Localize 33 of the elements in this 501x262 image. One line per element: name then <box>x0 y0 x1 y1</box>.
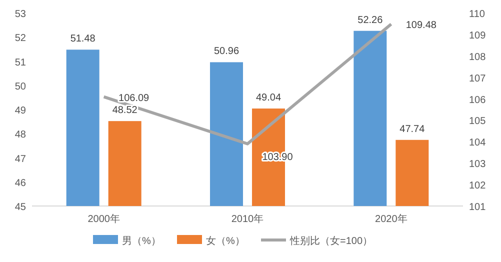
y2-tick-label: 110 <box>469 9 486 20</box>
legend-label: 男（%） <box>122 236 161 247</box>
y-tick-label: 52 <box>14 33 26 44</box>
y2-tick-label: 109 <box>469 30 486 42</box>
y-tick-label: 50 <box>14 81 26 92</box>
y2-tick-label: 101 <box>469 202 486 213</box>
data-label: 48.52 <box>112 105 138 116</box>
data-label: 50.96 <box>214 46 240 58</box>
y-tick-label: 49 <box>14 106 26 116</box>
data-label: 51.48 <box>70 34 96 45</box>
x-tick-label: 2000年 <box>88 213 120 225</box>
y-tick-label: 45 <box>14 202 26 213</box>
data-label: 47.74 <box>400 124 426 135</box>
y-tick-label: 51 <box>14 57 26 68</box>
y2-tick-label: 108 <box>469 52 486 63</box>
data-label: 52.26 <box>358 14 384 26</box>
legend-label: 女（%） <box>206 235 245 247</box>
y-tick-label: 53 <box>14 9 26 20</box>
x-tick-label: 2020年 <box>375 213 408 225</box>
y-tick-label: 47 <box>14 154 26 165</box>
data-label: 109.48 <box>406 20 437 32</box>
data-label: 49.04 <box>256 92 282 104</box>
y2-tick-label: 105 <box>469 116 486 128</box>
y-tick-label: 48 <box>14 130 26 141</box>
legend-label: 性别比（女=100） <box>289 235 373 247</box>
y2-tick-label: 102 <box>469 180 486 192</box>
y2-tick-label: 104 <box>469 138 486 149</box>
y2-tick-label: 107 <box>469 73 486 84</box>
y-tick-label: 46 <box>14 178 26 189</box>
x-tick-label: 2010年 <box>231 213 264 225</box>
y2-tick-label: 106 <box>469 94 486 106</box>
y2-tick-label: 103 <box>469 159 486 170</box>
data-label: 106.09 <box>118 92 150 104</box>
